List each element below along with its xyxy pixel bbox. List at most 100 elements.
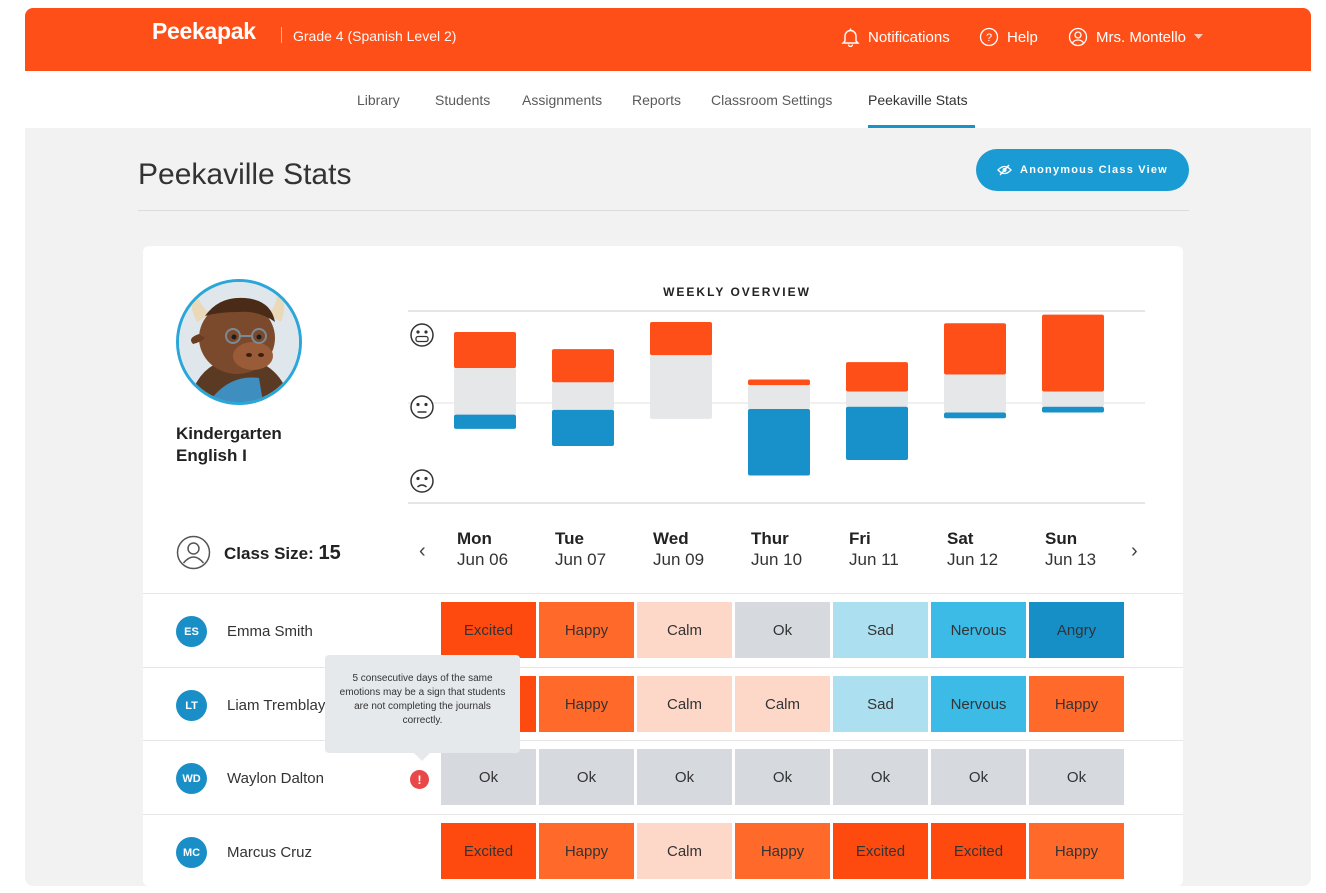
student-name[interactable]: Marcus Cruz — [227, 844, 313, 861]
logo-divider — [281, 27, 282, 43]
student-name[interactable]: Liam Tremblay — [227, 697, 326, 714]
day-name: Mon — [457, 529, 492, 548]
day-header: Sun Jun 13 — [1045, 529, 1135, 570]
class-name: Kindergarten English I — [176, 423, 376, 467]
bar-positive — [1042, 314, 1104, 392]
sad-face-icon — [410, 469, 434, 493]
mood-cell[interactable]: Happy — [539, 676, 634, 732]
stats-card: Kindergarten English I Class Size: 15 WE… — [143, 246, 1183, 886]
tab-classroom-settings[interactable]: Classroom Settings — [711, 92, 833, 108]
chart-title: WEEKLY OVERVIEW — [663, 285, 811, 299]
mood-cell[interactable]: Ok — [539, 749, 634, 805]
mood-cell[interactable]: Happy — [539, 602, 634, 658]
help-label: Help — [1007, 28, 1038, 46]
bar-neutral — [748, 385, 810, 409]
mood-cell[interactable]: Excited — [931, 823, 1026, 879]
class-size-value: 15 — [318, 542, 341, 564]
svg-text:?: ? — [986, 32, 992, 44]
mood-cell[interactable]: Happy — [539, 823, 634, 879]
student-initials-avatar[interactable]: LT — [176, 690, 207, 721]
page-title: Peekaville Stats — [138, 158, 352, 191]
bar-positive — [552, 349, 614, 383]
student-initials-avatar[interactable]: ES — [176, 616, 207, 647]
mood-cell[interactable]: Nervous — [931, 602, 1026, 658]
next-week-arrow[interactable]: › — [1131, 540, 1138, 562]
bar-negative — [1042, 406, 1104, 413]
mood-cell[interactable]: Excited — [441, 602, 536, 658]
mood-cell[interactable]: Happy — [1029, 676, 1124, 732]
mood-cell[interactable]: Ok — [637, 749, 732, 805]
app-frame: Peekapak Grade 4 (Spanish Level 2) Notif… — [25, 8, 1311, 886]
day-date: Jun 12 — [947, 550, 999, 569]
bar-negative — [454, 414, 516, 429]
anonymous-class-view-label: Anonymous Class View — [1020, 164, 1168, 176]
bar-neutral — [1042, 391, 1104, 407]
mood-cell[interactable]: Calm — [735, 676, 830, 732]
day-name: Wed — [653, 529, 689, 548]
warning-alert-icon[interactable]: ! — [410, 770, 429, 789]
mood-cell[interactable]: Happy — [1029, 823, 1124, 879]
student-row: ES Emma Smith Excited Happy Calm Ok Sad Nervous… — [143, 593, 1183, 667]
day-header: Wed Jun 09 — [653, 529, 743, 570]
mood-cell[interactable]: Sad — [833, 602, 928, 658]
title-divider — [138, 210, 1189, 211]
class-name-line2: English I — [176, 446, 247, 465]
day-name: Thur — [751, 529, 789, 548]
grade-selector[interactable]: Grade 4 (Spanish Level 2) — [293, 28, 457, 44]
mood-cell[interactable]: Nervous — [931, 676, 1026, 732]
mood-cell[interactable]: Ok — [735, 749, 830, 805]
student-row: WD Waylon Dalton! Ok Ok Ok Ok Ok Ok Ok — [143, 740, 1183, 814]
bar-positive — [944, 323, 1006, 375]
bar-positive — [846, 362, 908, 392]
day-header: Fri Jun 11 — [849, 529, 939, 570]
day-name: Fri — [849, 529, 871, 548]
day-name: Tue — [555, 529, 584, 548]
bar-neutral — [454, 368, 516, 415]
mood-cell[interactable]: Calm — [637, 676, 732, 732]
mood-cell[interactable]: Ok — [833, 749, 928, 805]
mood-cell[interactable]: Ok — [735, 602, 830, 658]
bar-positive — [650, 322, 712, 356]
day-header: Tue Jun 07 — [555, 529, 645, 570]
day-date: Jun 06 — [457, 550, 509, 569]
mood-cell[interactable]: Calm — [637, 823, 732, 879]
help-icon: ? — [979, 27, 999, 47]
student-initials-avatar[interactable]: WD — [176, 763, 207, 794]
day-date: Jun 11 — [849, 550, 899, 569]
tab-library[interactable]: Library — [357, 92, 400, 108]
top-bar: Peekapak Grade 4 (Spanish Level 2) Notif… — [25, 8, 1311, 71]
notifications-link[interactable]: Notifications — [841, 27, 950, 47]
student-name[interactable]: Waylon Dalton — [227, 770, 324, 787]
tab-reports[interactable]: Reports — [632, 92, 682, 108]
mood-cell[interactable]: Sad — [833, 676, 928, 732]
student-name[interactable]: Emma Smith — [227, 623, 313, 640]
anonymous-class-view-button[interactable]: Anonymous Class View — [976, 149, 1189, 191]
user-name: Mrs. Montello — [1096, 28, 1187, 46]
day-header: Thur Jun 10 — [751, 529, 841, 570]
day-header: Mon Jun 06 — [457, 529, 547, 570]
mood-cell[interactable]: Ok — [931, 749, 1026, 805]
mood-cell[interactable]: Ok — [441, 749, 536, 805]
bell-icon — [841, 28, 860, 47]
tab-assignments[interactable]: Assignments — [522, 92, 603, 108]
tab-peekaville-stats[interactable]: Peekaville Stats — [868, 92, 968, 108]
mood-cell[interactable]: Angry — [1029, 602, 1124, 658]
previous-week-arrow[interactable]: ‹ — [419, 540, 426, 562]
help-link[interactable]: ? Help — [979, 27, 1038, 47]
tab-students[interactable]: Students — [435, 92, 491, 108]
bar-neutral — [846, 391, 908, 407]
student-initials-avatar[interactable]: MC — [176, 837, 207, 868]
mood-cell[interactable]: Happy — [735, 823, 830, 879]
mood-cell[interactable]: Excited — [441, 823, 536, 879]
logo[interactable]: Peekapak — [152, 18, 256, 44]
warning-tooltip: 5 consecutive days of the same emotions … — [325, 655, 520, 761]
class-size-label: Class Size: — [224, 544, 314, 563]
mood-cell[interactable]: Ok — [1029, 749, 1124, 805]
user-menu[interactable]: Mrs. Montello — [1068, 27, 1204, 47]
caret-down-icon — [1194, 34, 1204, 39]
class-name-line1: Kindergarten — [176, 424, 282, 443]
day-date: Jun 07 — [555, 550, 607, 569]
mood-cell[interactable]: Excited — [833, 823, 928, 879]
class-avatar — [176, 279, 302, 405]
mood-cell[interactable]: Calm — [637, 602, 732, 658]
